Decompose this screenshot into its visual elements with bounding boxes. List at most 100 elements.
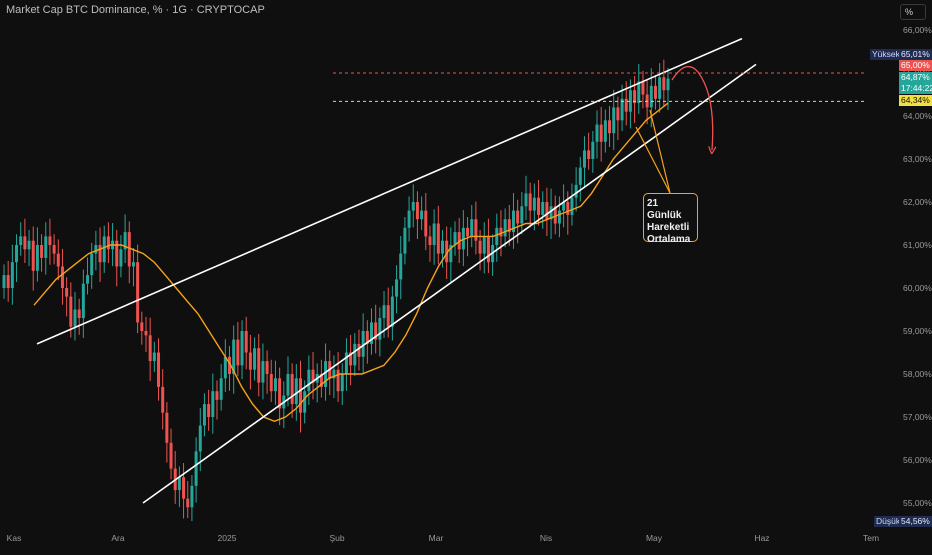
candle-body (528, 193, 532, 211)
annotation-line-3: Ortalama (647, 234, 691, 245)
wedge-trendline[interactable] (36, 37, 743, 345)
candle-body (15, 245, 19, 263)
candle-body (637, 81, 641, 104)
candle-body (35, 245, 39, 271)
candle-body (165, 412, 169, 443)
x-axis: Kas Ara 2025 Şub Mar Nis May Haz Tem (7, 533, 879, 543)
candle-body (336, 369, 340, 392)
candle-body (294, 378, 298, 405)
candle-body (453, 232, 457, 245)
candle-body (545, 202, 549, 220)
wedge-trendline[interactable] (142, 63, 757, 504)
annotation-pointer (635, 126, 671, 194)
candle-body (440, 240, 444, 254)
candle-body (77, 309, 81, 319)
candle-body (152, 352, 156, 362)
candle-body (23, 236, 27, 250)
candle-body (194, 451, 198, 486)
candle-body (503, 219, 507, 237)
high-label: Yüksek (870, 49, 902, 60)
candle-body (65, 288, 69, 297)
candle-body (161, 386, 165, 413)
candle-body (10, 262, 14, 288)
candle-body (365, 331, 369, 344)
y-tick-label: 59,00% (903, 326, 932, 336)
candle-body (98, 245, 102, 263)
candle-body (587, 150, 591, 159)
annotation-pointer (649, 109, 671, 194)
y-tick-label: 64,00% (903, 111, 932, 121)
x-tick-label: Mar (429, 533, 444, 543)
candle-body (474, 219, 478, 241)
candle-body (353, 343, 357, 366)
candle-body (286, 374, 290, 396)
levels-layer (333, 65, 866, 150)
candle-body (653, 85, 657, 99)
candle-body (628, 90, 632, 112)
candle-body (591, 141, 595, 159)
candle-body (60, 266, 64, 288)
candle-body (48, 236, 52, 245)
candle-body (357, 343, 361, 357)
support-tag: 64,34% (899, 95, 932, 106)
x-tick-label: Tem (863, 533, 879, 543)
candle-body (633, 90, 637, 104)
y-tick-label: 57,00% (903, 412, 932, 422)
candle-body (211, 391, 215, 417)
last-price-tag: 64,87% (899, 72, 932, 83)
x-tick-label: Ara (111, 533, 125, 543)
candle-body (461, 227, 465, 250)
y-tick-label: 55,00% (903, 498, 932, 508)
moving-average-layer (33, 102, 669, 423)
y-tick-label: 61,00% (903, 240, 932, 250)
candle-body (131, 262, 135, 267)
candle-body (278, 378, 282, 409)
candle-body (449, 245, 453, 263)
candle-body (44, 236, 48, 258)
y-tick-label: 63,00% (903, 154, 932, 164)
candle-body (52, 245, 56, 254)
candle-body (658, 77, 662, 99)
candle-body (582, 150, 586, 168)
candle-body (599, 124, 603, 142)
candle-body (524, 193, 528, 207)
candle-body (574, 184, 578, 198)
y-tick-label: 66,00% (903, 25, 932, 35)
candle-body (507, 219, 511, 233)
candle-body (608, 120, 612, 134)
candle-body (248, 352, 252, 370)
candle-body (190, 485, 194, 508)
candle-body (236, 339, 240, 366)
candle-body (570, 197, 574, 215)
candle-body (186, 498, 190, 508)
scale-percent-button[interactable]: % (900, 4, 926, 20)
candle-body (140, 322, 144, 331)
candle-body (324, 361, 328, 387)
candle-body (499, 227, 503, 237)
candle-body (273, 378, 277, 392)
candle-body (420, 210, 424, 220)
candle-body (537, 197, 541, 215)
annotation-line-2: Hareketli (647, 222, 690, 233)
candle-body (541, 202, 545, 215)
candle-body (261, 361, 265, 383)
candle-body (27, 240, 31, 250)
candle-body (81, 283, 85, 319)
candle-body (6, 275, 10, 288)
candle-body (86, 275, 90, 284)
projection-arrow (671, 65, 713, 150)
x-tick-label: Nis (540, 533, 552, 543)
candle-body (403, 227, 407, 254)
candle-body (69, 296, 73, 327)
candle-body (616, 107, 620, 121)
candle-body (182, 477, 186, 499)
candle-body (198, 425, 202, 452)
candle-body (2, 275, 6, 288)
candle-body (106, 236, 110, 250)
low-label: Düşük (874, 516, 903, 527)
candle-body (520, 206, 524, 224)
candle-body (511, 210, 515, 233)
candle-body (215, 391, 219, 400)
